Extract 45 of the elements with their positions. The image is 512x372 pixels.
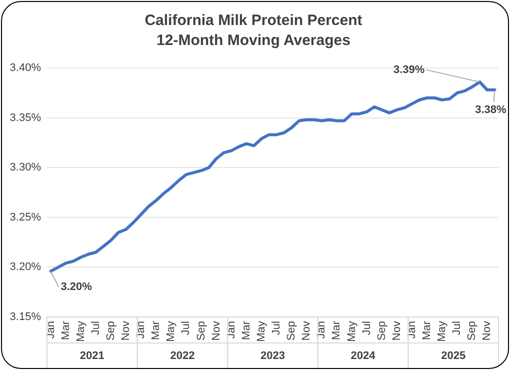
x-tick-label: Nov: [120, 320, 132, 341]
x-tick-label: Mar: [421, 320, 434, 340]
x-tick-label: Jan: [406, 321, 418, 339]
x-tick-label: Nov: [481, 320, 494, 341]
x-tick-label: Jan: [225, 321, 238, 339]
x-tick-label: Jul: [451, 321, 464, 336]
x-tick-label: Mar: [240, 320, 252, 340]
data-label: 3.39%: [393, 64, 425, 76]
text: 2021: [80, 350, 104, 362]
x-tick-label: May: [436, 320, 448, 342]
x-tick-label: Nov: [210, 320, 222, 341]
x-tick-label: Mar: [330, 320, 343, 340]
x-tick-label: Mar: [60, 320, 72, 340]
y-tick-label: 3.15%: [10, 311, 42, 324]
x-tick-label: Sep: [286, 321, 298, 341]
x-tick-label: Sep: [195, 321, 208, 341]
y-tick-label: 3.35%: [10, 112, 42, 124]
text: 2023: [260, 350, 285, 362]
x-tick-label: Jul: [90, 321, 102, 336]
chart-subtitle: 12-Month Moving Averages: [156, 32, 350, 50]
x-tick-label: May: [255, 320, 268, 342]
text: 2025: [441, 350, 466, 362]
x-tick-label: Nov: [390, 320, 403, 341]
text: 2022: [170, 350, 195, 362]
y-tick-label: 3.40%: [10, 62, 42, 74]
x-tick-label: Jul: [360, 321, 373, 336]
x-tick-label: Sep: [466, 321, 478, 341]
x-tick-label: May: [74, 320, 87, 342]
x-tick-label: Mar: [150, 320, 162, 340]
x-tick-label: Sep: [376, 321, 388, 341]
x-tick-label: Nov: [300, 320, 313, 341]
text: 2024: [350, 350, 376, 362]
chart-title: California Milk Protein Percent: [144, 12, 362, 30]
y-tick-label: 3.25%: [10, 211, 42, 224]
x-tick-label: May: [346, 320, 358, 342]
x-tick-label: May: [165, 320, 178, 342]
y-tick-label: 3.20%: [10, 261, 42, 274]
x-tick-label: Jul: [270, 321, 283, 336]
y-tick-label: 3.30%: [10, 162, 42, 174]
x-tick-label: Jul: [180, 321, 192, 336]
data-label: 3.38%: [475, 104, 507, 116]
x-tick-label: Jan: [316, 321, 328, 339]
x-tick-label: Jan: [135, 321, 148, 339]
data-label: 3.20%: [60, 281, 92, 294]
x-tick-label: Sep: [104, 321, 117, 341]
